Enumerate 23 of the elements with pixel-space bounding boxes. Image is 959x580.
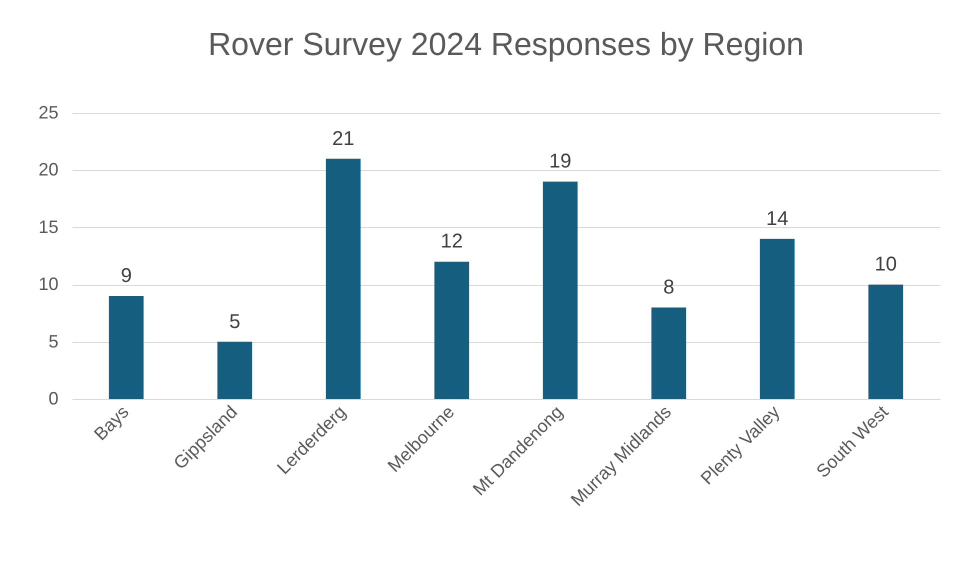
bar — [542, 182, 578, 399]
data-label: 14 — [766, 208, 788, 230]
data-label: 5 — [229, 310, 240, 333]
bar — [326, 158, 361, 399]
data-label: 8 — [663, 276, 674, 298]
bar — [217, 342, 252, 399]
data-label: 9 — [120, 265, 132, 288]
y-tick-label: 10 — [38, 274, 58, 294]
y-tick-label: 0 — [48, 388, 58, 408]
bar — [434, 262, 470, 399]
bar — [760, 238, 795, 399]
chart-title: Rover Survey 2024 Responses by Region — [208, 26, 804, 62]
bar — [868, 284, 904, 399]
data-label: 12 — [440, 230, 463, 253]
bar — [651, 307, 686, 399]
y-tick-label: 25 — [38, 102, 58, 122]
y-tick-label: 20 — [38, 160, 58, 180]
bar — [108, 296, 144, 399]
y-tick-label: 5 — [48, 331, 58, 352]
y-tick-label: 15 — [38, 216, 58, 237]
data-label: 21 — [332, 128, 354, 150]
data-label: 19 — [549, 150, 572, 173]
data-label: 10 — [874, 254, 897, 276]
